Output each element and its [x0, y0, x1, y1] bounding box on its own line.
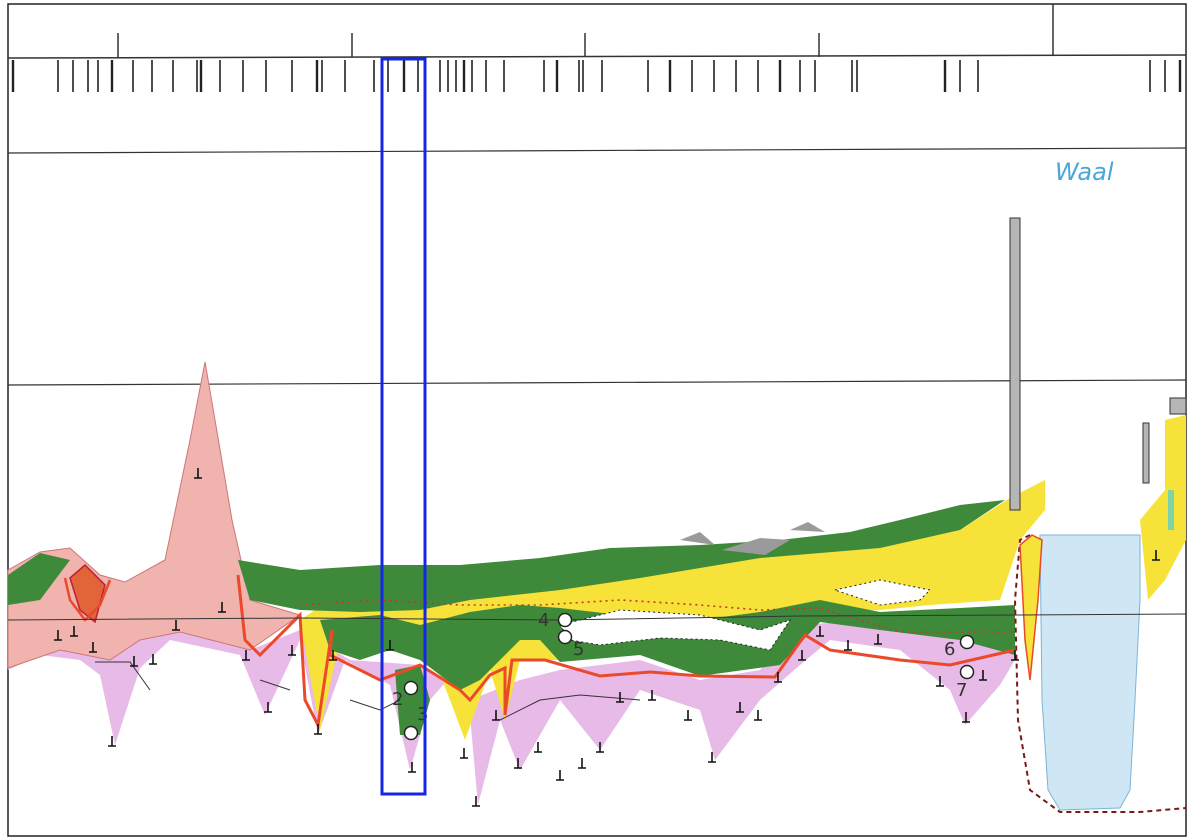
- clay-channel-fill: [395, 665, 430, 735]
- waal-left-bank-sand: [1019, 534, 1043, 681]
- sample-point-marker[interactable]: [959, 664, 975, 680]
- borehole-base-marker: [264, 702, 272, 713]
- borehole-base-marker: [108, 736, 116, 747]
- borehole-base-marker: [514, 758, 522, 769]
- dune-base-boundary: [63, 577, 112, 622]
- lower-inner-contact: [95, 661, 641, 721]
- borehole-base-marker: [89, 642, 97, 653]
- borehole-base-marker: [288, 645, 296, 656]
- pleistocene-layer: [8, 620, 1015, 805]
- borehole-base-marker: [314, 724, 322, 735]
- sample-point-6[interactable]: 6: [944, 634, 975, 661]
- borehole-base-marker: [648, 690, 656, 701]
- sample-point-label: 7: [956, 680, 967, 701]
- sample-point-label: 4: [538, 610, 549, 631]
- dike-hatch-2: [722, 538, 790, 555]
- sample-point-marker[interactable]: [557, 629, 573, 645]
- borehole-base-marker: [684, 710, 692, 721]
- borehole-position-ticks: [11, 60, 1182, 92]
- reference-line-middle: [7, 379, 1187, 386]
- borehole-base-marker: [460, 748, 468, 759]
- sample-point-7[interactable]: 7: [956, 664, 975, 702]
- borehole-base-marker: [70, 626, 78, 637]
- sample-point-3[interactable]: 3: [403, 704, 429, 741]
- dune-peat-body: [7, 361, 302, 669]
- highlighted-section[interactable]: [380, 57, 427, 796]
- borehole-base-marker: [736, 702, 744, 713]
- waal-channel-outline: [1013, 534, 1187, 813]
- borehole-base-marker: [54, 630, 62, 641]
- borehole-base-marker: [194, 468, 202, 479]
- borehole-base-marker: [962, 712, 970, 723]
- borehole-base-marker: [149, 654, 157, 665]
- sand-right-bank: [1140, 415, 1186, 600]
- borehole-base-marker: [708, 752, 716, 763]
- borehole-base-marker: [386, 640, 394, 651]
- borehole-base-marker: [1152, 550, 1160, 561]
- sample-point-label: 3: [417, 704, 428, 725]
- sand-lens-dotted-right: [833, 579, 932, 606]
- borehole-base-marker: [492, 710, 500, 721]
- borehole-base-marker: [979, 670, 987, 681]
- borehole-base-marker: [578, 758, 586, 769]
- borehole-base-marker: [242, 650, 250, 661]
- dike-hatch-1: [680, 532, 715, 545]
- ruler-major-ticks: [117, 33, 820, 57]
- sample-point-marker[interactable]: [403, 680, 419, 696]
- right-bank-structure: [1142, 422, 1150, 484]
- borehole-base-marker: [534, 742, 542, 753]
- borehole-base-marker: [874, 634, 882, 645]
- sand-layer: [300, 480, 1045, 740]
- borehole-base-marker: [774, 672, 782, 683]
- clay-sand-contact-dotted: [299, 599, 1015, 633]
- borehole-base-marker: [130, 656, 138, 667]
- sample-point-5[interactable]: 5: [557, 629, 585, 661]
- reference-line-upper: [7, 147, 1187, 154]
- borehole-ruler-line: [7, 54, 1187, 59]
- borehole-base-marker: [556, 770, 564, 781]
- dike-structure: [1009, 217, 1021, 511]
- sample-point-label: 5: [573, 639, 584, 660]
- sand-lens-dotted: [559, 609, 792, 651]
- sample-point-label: 6: [944, 639, 955, 660]
- clay-lower-body: [320, 600, 1015, 690]
- sample-point-marker[interactable]: [557, 612, 573, 628]
- holocene-base-boundary: [236, 574, 1016, 730]
- borehole-base-marker: [596, 742, 604, 753]
- sample-point-marker[interactable]: [403, 725, 419, 741]
- borehole-base-marker: [329, 650, 337, 661]
- borehole-base-markers: [54, 468, 1160, 807]
- clay-main-body: [238, 500, 1005, 612]
- borehole-base-marker: [1011, 650, 1019, 661]
- sample-point-4[interactable]: 4: [538, 610, 573, 631]
- borehole-base-marker: [798, 650, 806, 661]
- borehole-base-marker: [936, 676, 944, 687]
- borehole-base-marker: [754, 710, 762, 721]
- borehole-base-marker: [616, 692, 624, 703]
- dike-hatch-3: [790, 522, 825, 532]
- borehole-base-marker: [218, 602, 226, 613]
- borehole-base-marker: [844, 640, 852, 651]
- borehole-base-marker: [816, 626, 824, 637]
- borehole-base-marker: [472, 796, 480, 807]
- waal-river-water: [1039, 534, 1141, 811]
- right-bank-cap: [1169, 397, 1187, 415]
- borehole-base-marker: [172, 620, 180, 631]
- river-label-waal: Waal: [1055, 158, 1114, 186]
- clay-layer: [8, 553, 70, 605]
- groundwater-line: [7, 613, 1187, 621]
- sample-point-label: 2: [392, 689, 403, 710]
- sample-point-marker[interactable]: [959, 634, 975, 650]
- sample-point-2[interactable]: 2: [392, 680, 419, 711]
- right-bank-green-marker: [1168, 490, 1174, 530]
- borehole-base-marker: [408, 762, 416, 773]
